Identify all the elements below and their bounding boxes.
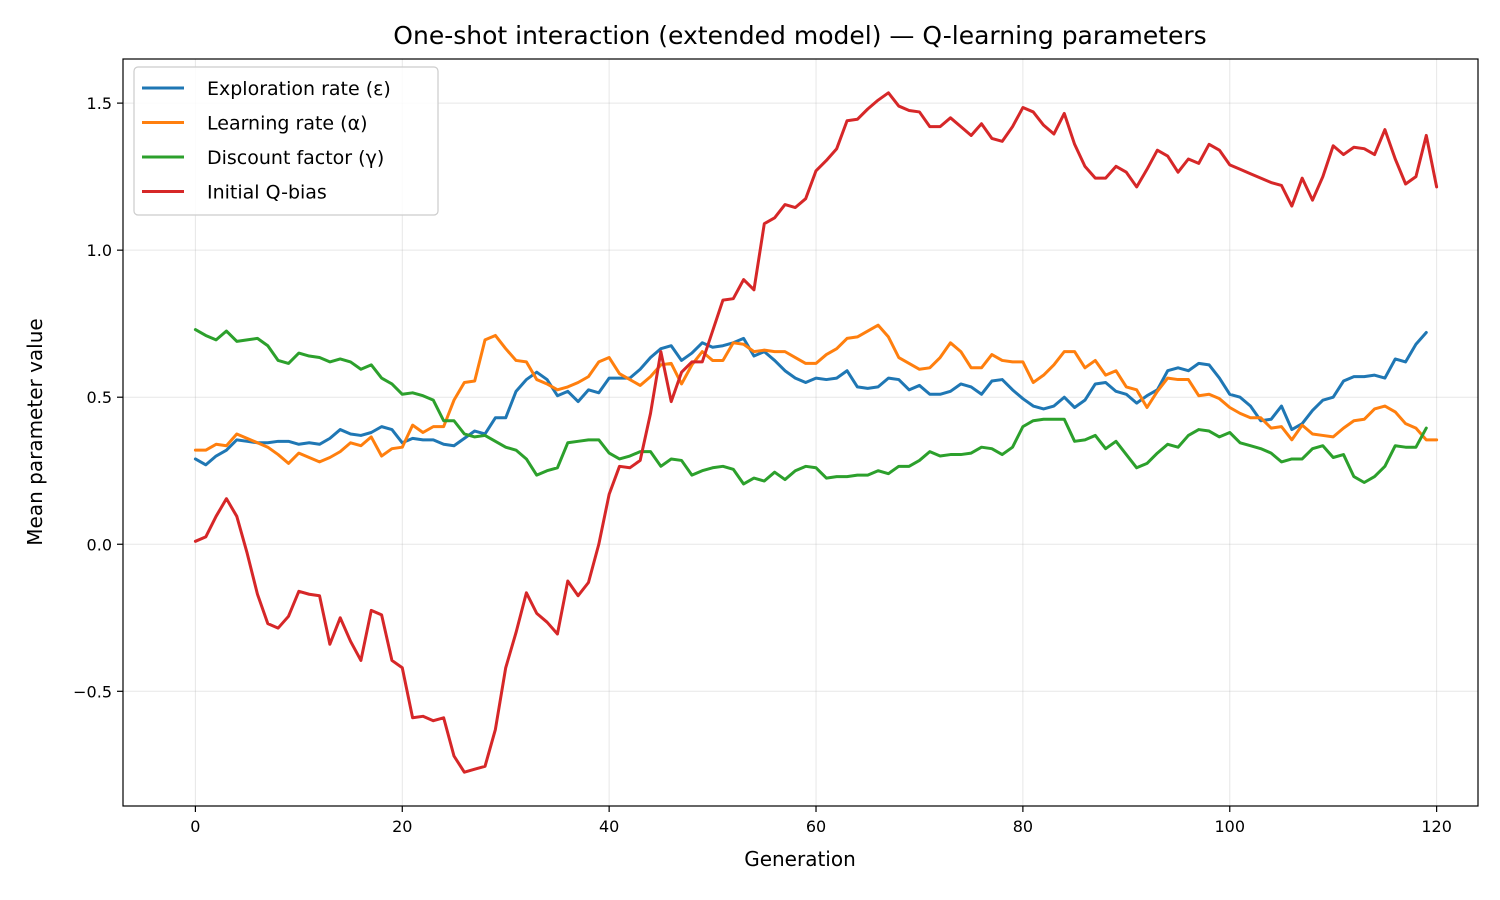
x-tick-label: 0 — [190, 817, 200, 836]
y-tick-label: 0.0 — [87, 535, 112, 554]
axis-ticks: 0 20 40 60 80 100 120 −0.5 0.0 0.5 1.0 1.5 — [73, 94, 1452, 836]
chart-title: One-shot interaction (extended model) — … — [393, 21, 1206, 50]
x-tick-label: 40 — [599, 817, 619, 836]
legend-label: Learning rate (α) — [207, 113, 368, 135]
legend-label: Exploration rate (ε) — [207, 78, 391, 100]
y-tick-label: 1.5 — [87, 94, 112, 113]
y-tick-label: −0.5 — [73, 682, 112, 701]
series-line-1 — [193, 331, 1428, 467]
y-tick-label: 0.5 — [87, 388, 112, 407]
series-line-2 — [193, 323, 1439, 465]
x-tick-label: 120 — [1421, 817, 1452, 836]
x-tick-label: 80 — [1013, 817, 1033, 836]
x-tick-label: 20 — [392, 817, 412, 836]
x-tick-label: 60 — [806, 817, 826, 836]
legend: Exploration rate (ε) Learning rate (α) Dis… — [133, 66, 439, 216]
x-axis-label: Generation — [744, 847, 856, 871]
x-tick-label: 100 — [1214, 817, 1245, 836]
legend-label: Discount factor (γ) — [207, 147, 384, 169]
series-group — [193, 91, 1439, 774]
series-line-3 — [193, 328, 1428, 486]
y-tick-label: 1.0 — [87, 241, 112, 260]
y-axis-label: Mean parameter value — [23, 318, 47, 545]
plot-frame — [122, 58, 1479, 807]
series-line-4 — [193, 91, 1439, 774]
legend-frame — [133, 66, 439, 216]
grid — [123, 59, 1478, 806]
legend-label: Initial Q-bias — [207, 182, 327, 204]
